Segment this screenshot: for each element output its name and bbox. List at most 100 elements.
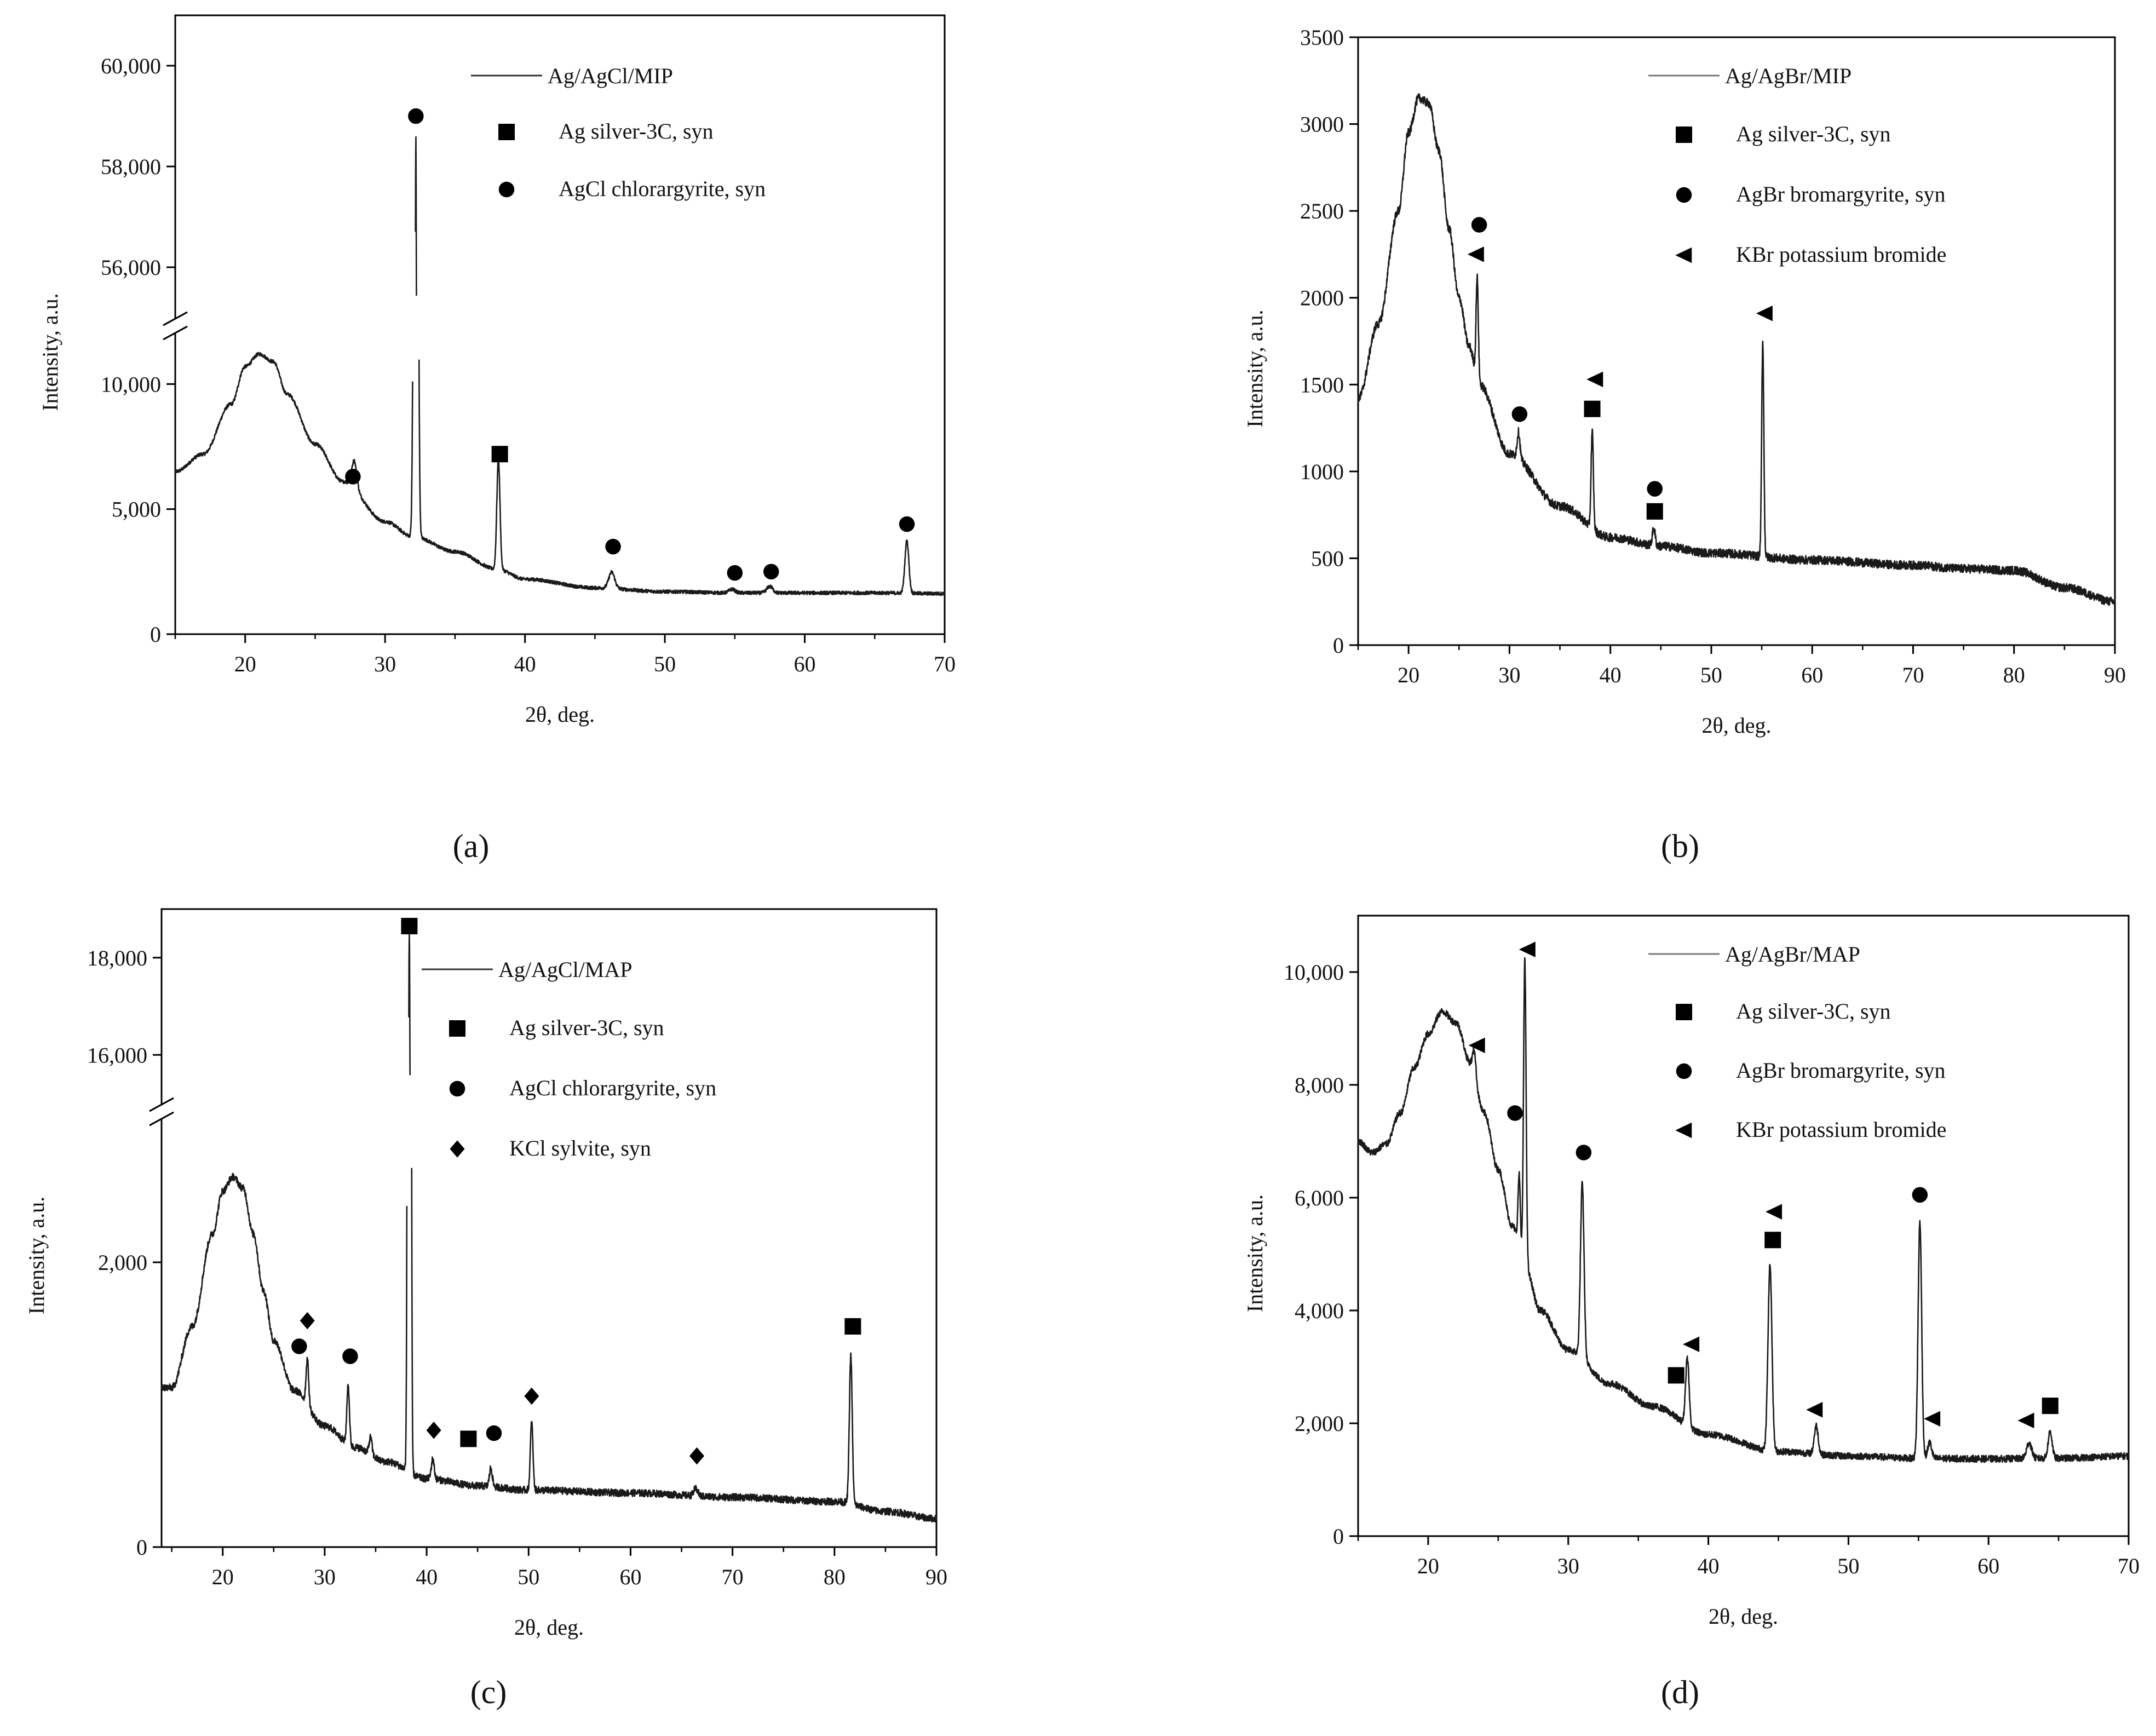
peak-marker-circle	[486, 1425, 502, 1441]
y-tick-label: 0	[136, 1535, 147, 1560]
legend-marker-triangle	[1675, 1122, 1692, 1139]
legend-series-label: Ag/AgBr/MAP	[1725, 942, 1860, 967]
spectrum-line	[160, 932, 938, 1523]
y-axis-label: Intensity, a.u.	[24, 1197, 49, 1314]
peak-marker-square	[491, 446, 508, 463]
x-tick-label: 60	[1801, 663, 1823, 687]
chart-panel-a: 20 30 40 50 60 70 0 5,000 10,000 56,000 58,000 60,0…	[38, 14, 956, 864]
axis-break-gap	[159, 319, 192, 333]
peak-marker-triangle	[1519, 941, 1536, 958]
panel-label: (b)	[1661, 828, 1699, 864]
peak-marker-triangle	[1766, 1204, 1783, 1220]
x-tick-label: 20	[212, 1565, 234, 1589]
legend-item-label: AgCl chlorargyrite, syn	[509, 1076, 716, 1100]
legend-series-label: Ag/AgCl/MAP	[498, 957, 633, 982]
x-tick-label: 40	[1600, 663, 1622, 687]
peak-marker-triangle	[1468, 1037, 1485, 1054]
x-tick-label: 50	[1700, 663, 1722, 687]
x-tick-label: 40	[1698, 1554, 1720, 1578]
peak-marker-circle	[1471, 217, 1487, 233]
y-tick-label: 10,000	[1284, 960, 1344, 985]
legend-item-label: Ag silver-3C, syn	[1736, 122, 1891, 146]
legend: Ag/AgBr/MIP Ag silver-3C, syn AgBr bromarg…	[1648, 64, 1946, 267]
plot-frame	[1357, 36, 2116, 646]
legend-item-label: AgBr bromargyrite, syn	[1736, 1058, 1946, 1083]
peak-marker-square	[1646, 503, 1663, 520]
legend-item-label: KBr potassium bromide	[1736, 1117, 1946, 1142]
y-tick-label: 3000	[1300, 112, 1344, 137]
x-axis-label: 2θ, deg.	[1702, 713, 1772, 738]
legend-marker-circle	[449, 1080, 465, 1097]
legend-series-label: Ag/AgBr/MIP	[1725, 64, 1852, 88]
y-axis-label: Intensity, a.u.	[1243, 309, 1267, 427]
y-tick-label: 0	[150, 622, 161, 647]
y-tick-label: 2500	[1300, 199, 1344, 223]
peak-marker-triangle	[1924, 1411, 1941, 1427]
peak-marker-circle	[605, 538, 621, 555]
peak-marker-circle	[1511, 406, 1528, 422]
peak-marker-diamond	[426, 1422, 441, 1439]
x-tick-label: 60	[1977, 1554, 1999, 1578]
x-tick-label: 50	[1837, 1554, 1859, 1578]
x-tick-label: 30	[1498, 663, 1520, 687]
axis-break-mark	[163, 311, 188, 326]
peak-marker-circle	[763, 564, 779, 580]
x-tick-label: 40	[514, 652, 536, 676]
legend-item-label: KCl sylvite, syn	[509, 1136, 651, 1160]
peak-marker-circle	[1912, 1187, 1928, 1203]
x-axis-label: 2θ, deg.	[514, 1615, 584, 1640]
peak-marker-diamond	[300, 1312, 315, 1330]
peak-marker-triangle	[1806, 1402, 1823, 1418]
legend: Ag/AgCl/MAP Ag silver-3C, syn AgCl chlorar…	[422, 957, 716, 1160]
axis-break-gap	[145, 1105, 178, 1119]
axis-break-mark	[149, 1097, 174, 1112]
axis-break-mark	[149, 1111, 174, 1126]
x-tick-label: 90	[925, 1565, 947, 1589]
y-tick-label: 1500	[1300, 372, 1344, 397]
x-tick-label: 90	[2104, 663, 2126, 687]
peak-marker-triangle	[1683, 1336, 1700, 1353]
legend-marker-triangle	[1675, 247, 1692, 263]
chart-panel-c: 20 30 40 50 60 70 80 90 0 2,000 16,000 18,000 2θ, de…	[24, 908, 947, 1710]
x-tick-label: 70	[2118, 1554, 2140, 1578]
y-tick-label: 6,000	[1295, 1186, 1344, 1210]
x-tick-label: 60	[619, 1565, 641, 1589]
y-axis-label: Intensity, a.u.	[1243, 1194, 1267, 1312]
legend-marker-square	[1676, 127, 1692, 143]
peak-marker-diamond	[689, 1447, 704, 1465]
peak-marker-circle	[899, 516, 915, 532]
x-tick-label: 30	[314, 1565, 336, 1589]
peak-marker-circle	[1507, 1105, 1523, 1121]
peak-marker-square	[401, 918, 418, 935]
peak-marker-circle	[342, 1348, 358, 1364]
y-tick-label: 3500	[1300, 25, 1344, 50]
y-axis-label: Intensity, a.u.	[38, 293, 62, 411]
peak-marker-circle	[408, 108, 424, 124]
y-tick-label: 8,000	[1295, 1073, 1344, 1097]
chart-panel-b: 20 30 40 50 60 70 80 90 0 500 1000 1500 2000 2500 3000…	[1243, 25, 2126, 864]
plot-frame	[160, 908, 938, 1548]
spectrum-line	[1357, 957, 2130, 1463]
spectrum-line	[174, 136, 946, 596]
legend-item-label: Ag silver-3C, syn	[509, 1015, 664, 1040]
peak-marker-square	[460, 1430, 477, 1447]
peak-marker-circle	[727, 565, 743, 581]
x-tick-label: 80	[2003, 663, 2025, 687]
y-tick-label: 500	[1311, 546, 1344, 571]
x-axis-label: 2θ, deg.	[1709, 1604, 1778, 1629]
legend-marker-diamond	[450, 1140, 465, 1158]
x-tick-label: 20	[234, 652, 256, 676]
peak-marker-square	[1764, 1232, 1781, 1249]
x-tick-label: 50	[518, 1565, 539, 1589]
legend-series-label: Ag/AgCl/MIP	[548, 64, 673, 88]
y-tick-label: 1000	[1300, 459, 1344, 484]
legend-marker-circle	[1676, 187, 1692, 203]
x-tick-label: 70	[1902, 663, 1924, 687]
peak-marker-circle	[291, 1338, 307, 1354]
y-tick-label: 2,000	[98, 1250, 147, 1275]
y-tick-label: 2000	[1300, 286, 1344, 311]
x-tick-label: 30	[374, 652, 396, 676]
y-tick-label: 2,000	[1295, 1411, 1344, 1436]
y-tick-label: 5,000	[112, 497, 161, 522]
